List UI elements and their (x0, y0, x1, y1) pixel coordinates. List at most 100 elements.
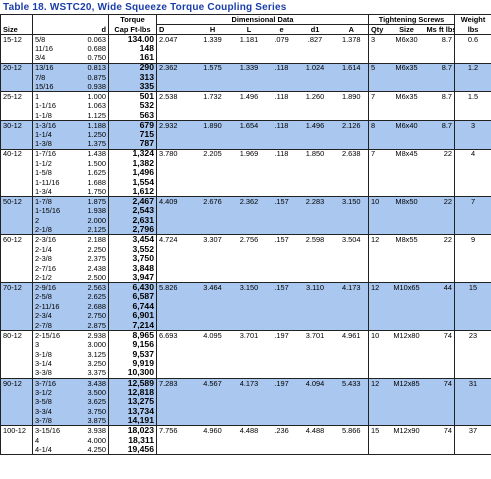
table-row: 70-12 2-9/16 2.563 6,430 5.826 3.464 3.150.157… (0, 282, 491, 293)
cell-D (156, 244, 195, 255)
cell-L (230, 44, 268, 54)
table-row: 2 2.000 2,631 (0, 215, 491, 226)
cell-qty (368, 445, 389, 456)
cell-size (0, 206, 33, 216)
cell-ms: 8.7 (424, 119, 455, 130)
cell-ms (424, 168, 455, 178)
cell-weight (454, 445, 491, 456)
cell-D (156, 225, 195, 235)
cell-torque: 161 (108, 53, 157, 64)
table-row: 3-1/2 3.500 12,818 (0, 387, 491, 398)
cell-bore-fraction: 2-3/4 (32, 311, 73, 321)
cell-L (230, 187, 268, 197)
cell-ms (424, 215, 455, 226)
cell-size: 90-12 (0, 377, 33, 388)
cell-H (194, 311, 231, 321)
cell-A (334, 82, 369, 92)
table-row: 1-1/8 1.125 563 (0, 110, 491, 121)
table-row: 3-3/8 3.375 10,300 (0, 368, 491, 379)
cell-bore-fraction: 2-7/16 (32, 263, 73, 274)
cell-screw-size (388, 72, 425, 83)
cell-screw-size (388, 206, 425, 216)
cell-weight (454, 225, 491, 235)
torque-coupling-table: Torque Dimensional Data Tightening Screw… (0, 14, 491, 456)
cell-d1 (295, 110, 335, 121)
cell-ms (424, 359, 455, 369)
cell-size (0, 82, 33, 92)
cell-weight (454, 435, 491, 446)
cell-torque: 19,456 (108, 445, 157, 456)
cell-d1 (295, 416, 335, 426)
cell-bore-fraction: 15/16 (32, 82, 73, 92)
cell-size (0, 273, 33, 283)
cell-bore-fraction: 1-3/8 (32, 139, 73, 150)
table-row: 2-1/4 2.250 3,552 (0, 244, 491, 255)
cell-L (230, 215, 268, 226)
cell-screw-size (388, 292, 425, 302)
cell-bore-decimal: 3.000 (72, 340, 109, 350)
cell-screw-size (388, 301, 425, 312)
cell-A (334, 406, 369, 417)
cell-screw-size (388, 187, 425, 197)
cell-D (156, 320, 195, 331)
cell-d1 (295, 215, 335, 226)
cell-weight: 7 (454, 196, 491, 207)
cell-ms (424, 406, 455, 417)
cell-ms (424, 397, 455, 407)
cell-size (0, 53, 33, 64)
table-row: 1-1/16 1.063 532 (0, 101, 491, 111)
cell-qty (368, 72, 389, 83)
cell-D (156, 72, 195, 83)
cell-bore-decimal: 3.125 (72, 349, 109, 360)
cell-bore-decimal: 3.625 (72, 397, 109, 407)
cell-e (267, 263, 296, 274)
table-row: 1-3/4 1.750 1,612 (0, 187, 491, 197)
cell-weight (454, 416, 491, 426)
cell-L (230, 406, 268, 417)
cell-torque: 1,554 (108, 177, 157, 188)
cell-torque: 679 (108, 119, 157, 130)
cell-e (267, 44, 296, 54)
cell-A (334, 244, 369, 255)
cell-L (230, 397, 268, 407)
cell-L (230, 311, 268, 321)
cell-size (0, 44, 33, 54)
cell-bore-fraction: 1-1/16 (32, 101, 73, 111)
cell-screw-size (388, 406, 425, 417)
table-row: 1-1/4 1.250 715 (0, 129, 491, 140)
cell-bore-decimal: 3.938 (72, 425, 109, 436)
cell-torque: 313 (108, 72, 157, 83)
cell-bore-decimal: 2.688 (72, 301, 109, 312)
cell-screw-size: M8x45 (388, 148, 425, 159)
cell-e (267, 244, 296, 255)
cell-qty (368, 158, 389, 169)
cell-H (194, 129, 231, 140)
cell-e (267, 311, 296, 321)
cell-screw-size (388, 311, 425, 321)
table-row: 3-7/8 3.875 14,191 (0, 416, 491, 426)
cell-size: 20-12 (0, 62, 33, 73)
header-d: d (32, 24, 109, 35)
cell-bore-fraction: 1-1/8 (32, 110, 73, 121)
cell-torque: 8,965 (108, 329, 157, 340)
cell-torque: 6,430 (108, 282, 157, 293)
cell-screw-size (388, 225, 425, 235)
header-weight-bottom: lbs (454, 24, 491, 35)
cell-D: 2.362 (156, 62, 195, 73)
cell-torque: 3,947 (108, 273, 157, 283)
cell-torque: 7,214 (108, 320, 157, 331)
cell-A (334, 129, 369, 140)
cell-D (156, 368, 195, 379)
cell-size (0, 340, 33, 350)
cell-torque: 715 (108, 129, 157, 140)
cell-d1: 3.110 (295, 282, 335, 293)
cell-bore-fraction: 1-5/8 (32, 168, 73, 178)
cell-e: .197 (267, 377, 296, 388)
cell-qty (368, 168, 389, 178)
cell-A: 1.890 (334, 91, 369, 102)
cell-d1 (295, 292, 335, 302)
cell-A: 1.614 (334, 62, 369, 73)
cell-L: 1.654 (230, 119, 268, 130)
cell-L (230, 225, 268, 235)
cell-qty (368, 311, 389, 321)
